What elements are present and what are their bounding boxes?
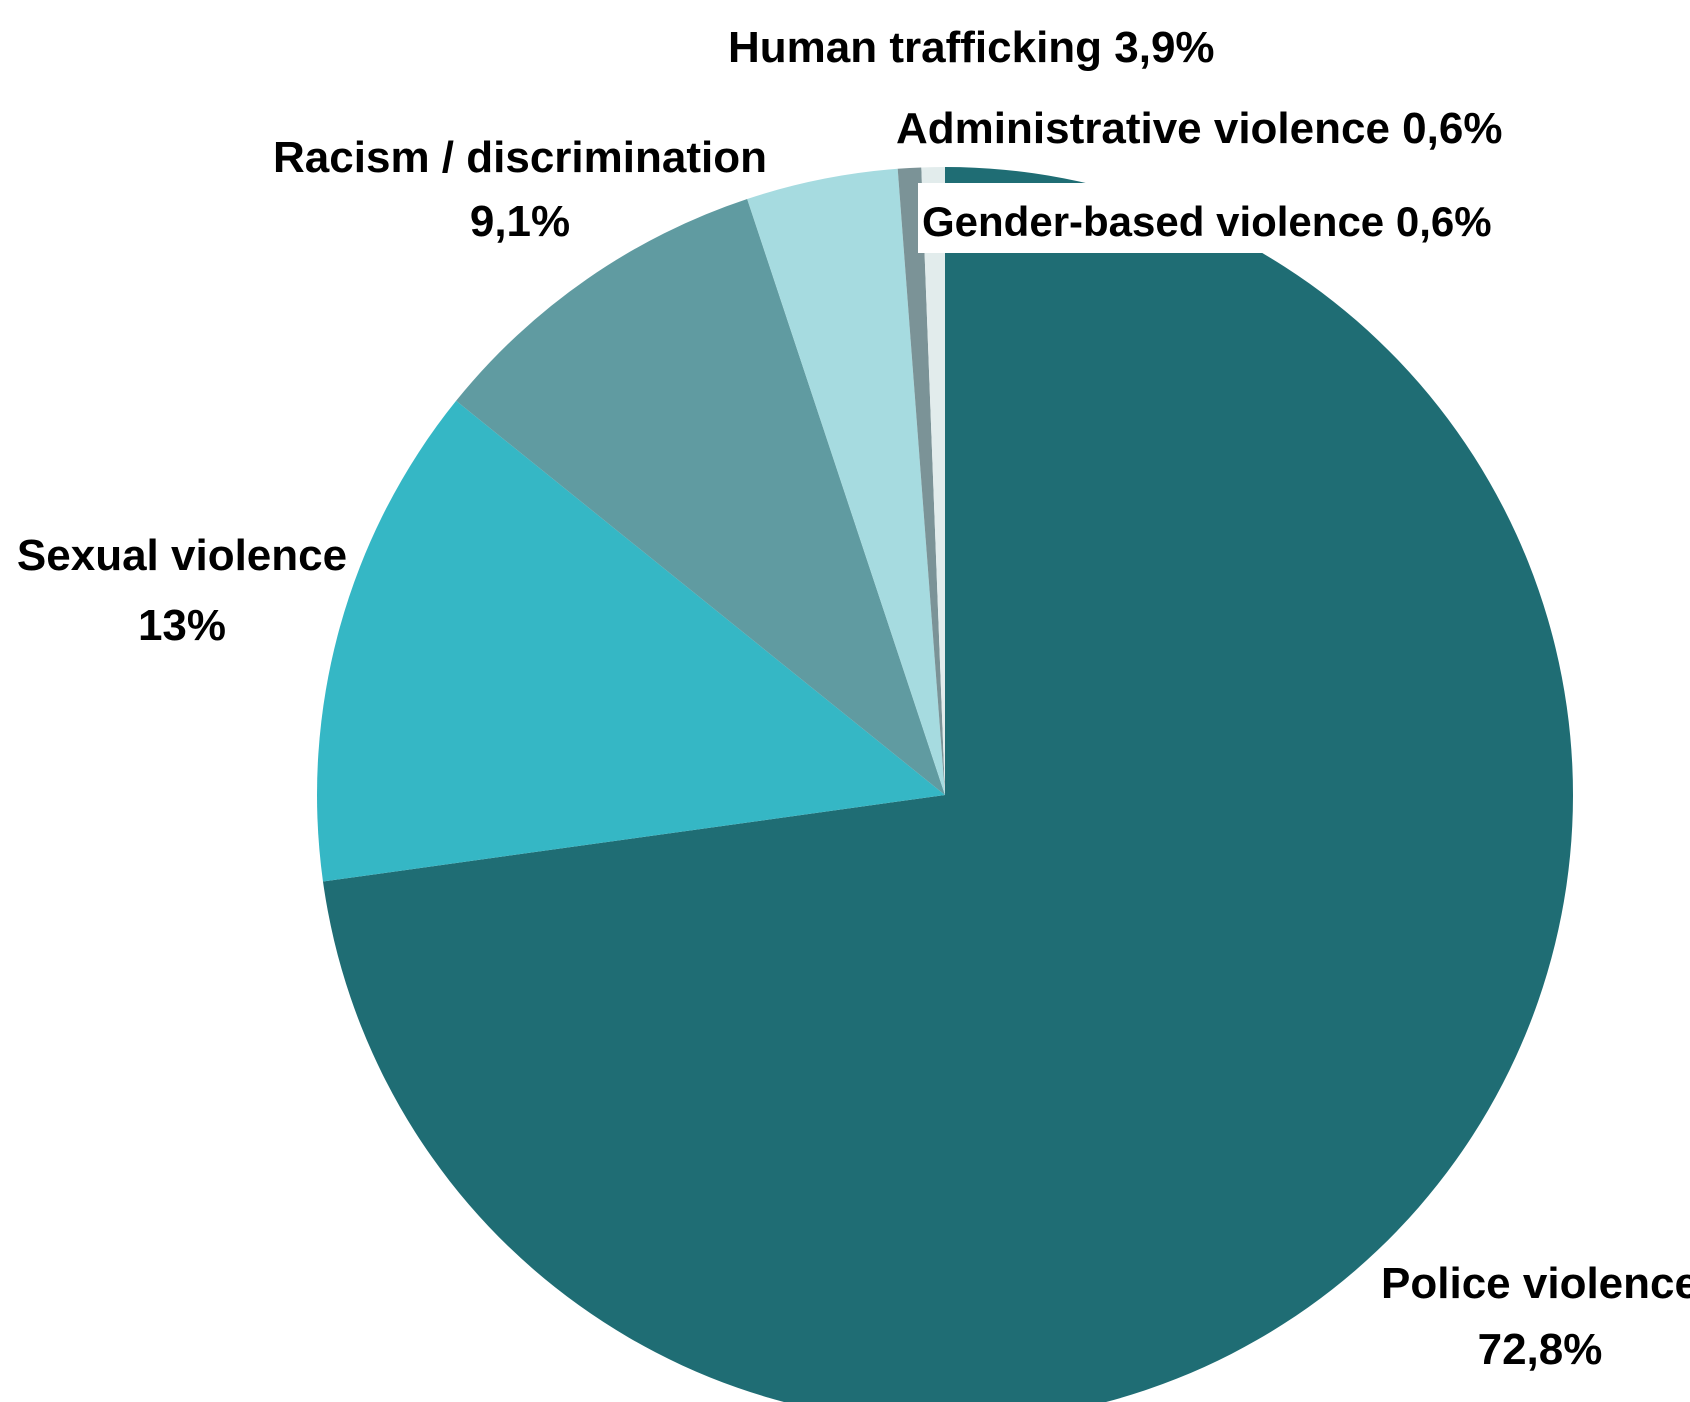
pie-slice-administrative-violence	[897, 167, 945, 795]
gender-label-backdrop	[918, 183, 1448, 253]
pie-slice-gender-based-violence	[921, 167, 945, 795]
pie-slice-police-violence	[322, 167, 1573, 1402]
value-police-violence: 72,8%	[1478, 1325, 1603, 1374]
pie-slice-sexual-violence	[317, 400, 946, 882]
pie-slice-human-trafficking	[747, 168, 945, 795]
pie-labels: Police violence 72,8% Sexual violence 13…	[17, 23, 1690, 1374]
label-police-violence: Police violence	[1381, 1259, 1690, 1308]
pie-slice-racism-discrimination	[456, 198, 945, 796]
label-gender-based-violence: Gender-based violence 0,6%	[922, 198, 1492, 245]
label-administrative-violence: Administrative violence 0,6%	[896, 104, 1502, 153]
label-racism-discrimination: Racism / discrimination	[273, 133, 767, 182]
value-sexual-violence: 13%	[138, 601, 226, 650]
pie-slices	[317, 167, 1573, 1402]
value-racism-discrimination: 9,1%	[470, 197, 570, 246]
label-human-trafficking: Human trafficking 3,9%	[728, 23, 1215, 72]
label-sexual-violence: Sexual violence	[17, 531, 347, 580]
